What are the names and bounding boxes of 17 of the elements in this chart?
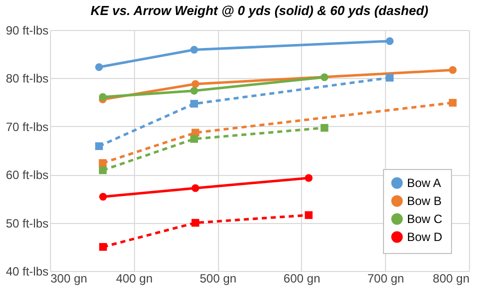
legend-label: Bow D (407, 230, 443, 244)
y-tick-label: 70 ft-lbs (6, 120, 48, 134)
y-tick-label: 90 ft-lbs (6, 24, 48, 38)
chart-title: KE vs. Arrow Weight @ 0 yds (solid) & 60 yds (dashed) (90, 3, 428, 18)
legend-label: Bow C (407, 212, 443, 226)
x-tick-label: 800 gn (432, 272, 470, 286)
x-tick-label: 600 gn (284, 272, 320, 286)
legend-label: Bow B (407, 194, 442, 208)
y-tick-label: 40 ft-lbs (6, 264, 48, 278)
x-tick-label: 500 gn (200, 272, 236, 286)
legend-label: Bow A (407, 176, 442, 190)
y-tick-label: 60 ft-lbs (6, 168, 48, 182)
x-tick-label: 300 gn (50, 272, 88, 286)
x-tick-label: 400 gn (116, 272, 153, 286)
y-tick-label: 50 ft-lbs (6, 216, 48, 230)
y-tick-label: 80 ft-lbs (6, 72, 48, 86)
x-tick-label: 700 gn (367, 272, 404, 286)
